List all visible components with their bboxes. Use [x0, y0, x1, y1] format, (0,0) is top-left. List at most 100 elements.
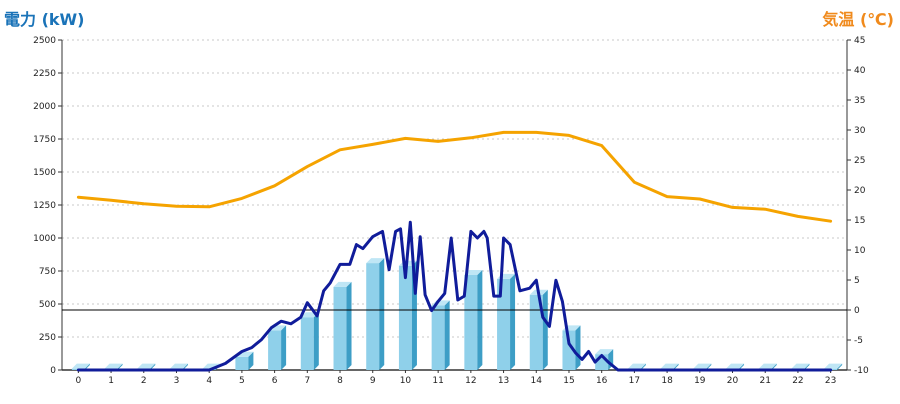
x-tick-label: 18 — [661, 376, 673, 386]
x-tick-label: 6 — [272, 376, 278, 386]
bar-top — [595, 349, 614, 355]
left-tick-label: 750 — [39, 267, 56, 277]
x-tick-label: 21 — [760, 376, 771, 386]
bar-side — [640, 363, 646, 370]
bar-top — [366, 258, 385, 264]
left-tick-label: 2500 — [33, 36, 56, 46]
right-tick-label: 45 — [854, 36, 865, 46]
bar-top — [71, 363, 90, 369]
x-tick-label: 10 — [400, 376, 412, 386]
x-tick-label: 14 — [531, 376, 543, 386]
bar-top — [693, 363, 712, 369]
bar-top — [627, 363, 646, 369]
bar-top — [791, 363, 810, 369]
x-tick-label: 5 — [239, 376, 245, 386]
bar-top — [333, 281, 352, 287]
bar-top — [169, 363, 188, 369]
right-tick-label: 30 — [854, 126, 866, 136]
bar-top — [104, 363, 123, 369]
bar — [268, 330, 282, 370]
x-tick-label: 3 — [174, 376, 180, 386]
bar-side — [444, 300, 450, 370]
left-tick-label: 1000 — [33, 234, 56, 244]
bar-side — [477, 269, 483, 370]
bar-side — [739, 363, 745, 370]
bar — [529, 294, 543, 370]
right-tick-label: 20 — [854, 186, 866, 196]
bar — [464, 274, 478, 370]
right-tick-label: 5 — [854, 276, 860, 286]
right-tick-label: 10 — [854, 246, 866, 256]
bar-side — [706, 363, 712, 370]
bar-side — [542, 289, 548, 370]
bar-top — [758, 363, 777, 369]
x-tick-label: 11 — [432, 376, 443, 386]
x-tick-label: 19 — [694, 376, 706, 386]
left-axis-title: 電力 (kW) — [4, 10, 85, 29]
right-tick-label: 15 — [854, 216, 865, 226]
bar — [497, 278, 511, 370]
x-tick-label: 1 — [108, 376, 114, 386]
bar-top — [464, 269, 483, 275]
left-tick-label: 2250 — [33, 69, 56, 79]
left-tick-label: 1750 — [33, 135, 56, 145]
bar — [562, 330, 576, 370]
bar — [431, 305, 445, 370]
bar — [300, 317, 314, 370]
left-tick-label: 1250 — [33, 201, 56, 211]
right-tick-label: 0 — [854, 306, 860, 316]
bar-side — [248, 351, 254, 370]
bar-side — [673, 363, 679, 370]
x-tick-label: 20 — [727, 376, 739, 386]
bar-side — [771, 363, 777, 370]
x-tick-label: 17 — [629, 376, 640, 386]
bar-top — [137, 363, 156, 369]
x-tick-label: 2 — [141, 376, 147, 386]
bar-side — [281, 325, 287, 370]
bar — [366, 263, 380, 370]
right-axis-title: 気温 (℃) — [822, 10, 894, 29]
right-tick-label: 35 — [854, 96, 865, 106]
bar-side — [182, 363, 188, 370]
left-tick-label: 1500 — [33, 168, 56, 178]
temperature-line — [76, 130, 833, 223]
x-tick-label: 16 — [596, 376, 608, 386]
power-line — [76, 220, 833, 372]
bar-top — [660, 363, 679, 369]
left-tick-label: 0 — [50, 366, 56, 376]
right-tick-label: -10 — [854, 366, 869, 376]
left-tick-label: 250 — [39, 333, 56, 343]
bar — [398, 265, 412, 370]
x-tick-label: 22 — [792, 376, 803, 386]
bar-side — [510, 273, 516, 370]
right-tick-label: 40 — [854, 66, 866, 76]
right-tick-label: 25 — [854, 156, 865, 166]
x-tick-label: 12 — [465, 376, 476, 386]
x-tick-label: 13 — [498, 376, 509, 386]
bar-side — [575, 325, 581, 370]
left-tick-label: 2000 — [33, 102, 56, 112]
bar-side — [837, 363, 843, 370]
bar-side — [150, 363, 156, 370]
x-tick-label: 15 — [563, 376, 574, 386]
bar-side — [346, 281, 352, 370]
bar-side — [84, 363, 90, 370]
bar-top — [726, 363, 745, 369]
x-tick-label: 8 — [337, 376, 343, 386]
bar-side — [379, 258, 385, 370]
bar-side — [117, 363, 123, 370]
left-tick-label: 500 — [39, 300, 56, 310]
x-tick-label: 4 — [206, 376, 212, 386]
x-tick-label: 0 — [75, 376, 81, 386]
right-tick-label: -5 — [854, 336, 863, 346]
bar-side — [313, 312, 319, 370]
bar — [235, 356, 249, 370]
bar-top — [824, 363, 843, 369]
x-tick-label: 7 — [304, 376, 310, 386]
bar — [333, 286, 347, 370]
x-tick-label: 23 — [825, 376, 836, 386]
bar-side — [804, 363, 810, 370]
x-tick-label: 9 — [370, 376, 376, 386]
